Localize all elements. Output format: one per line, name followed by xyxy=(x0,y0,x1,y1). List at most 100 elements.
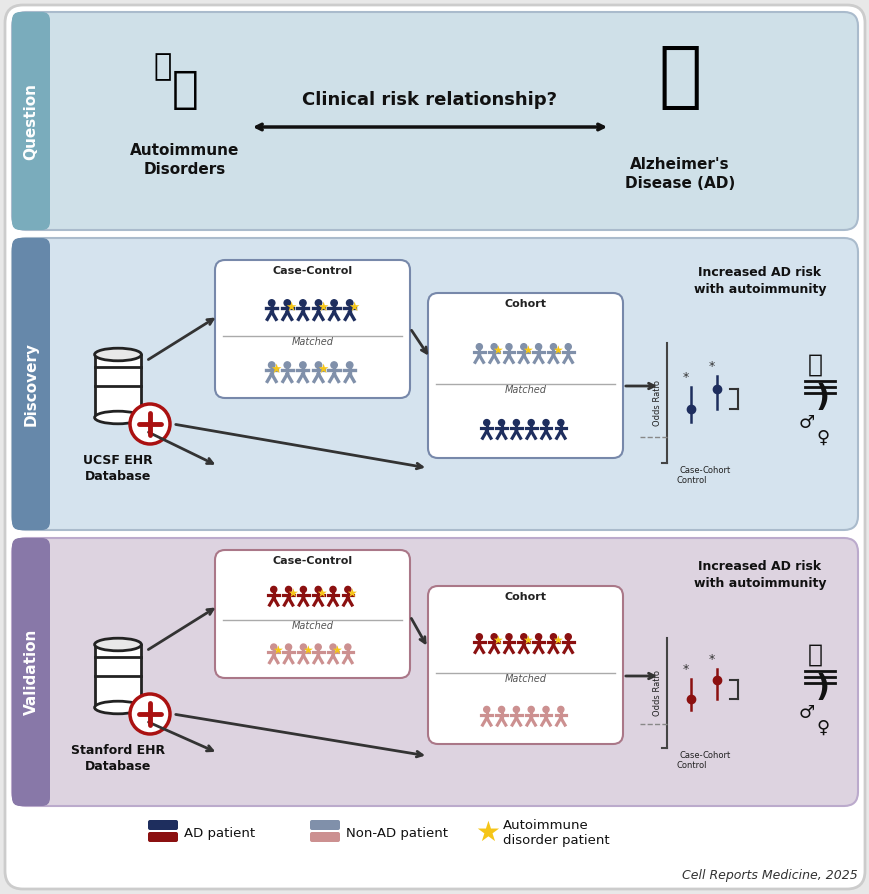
Ellipse shape xyxy=(95,701,142,713)
Text: ★: ★ xyxy=(272,645,282,657)
Text: ★: ★ xyxy=(492,344,502,357)
Text: 🧠: 🧠 xyxy=(658,43,701,112)
Text: 〜: 〜 xyxy=(806,353,821,377)
Circle shape xyxy=(557,419,563,426)
Text: Matched: Matched xyxy=(291,337,333,347)
FancyBboxPatch shape xyxy=(148,820,178,830)
Text: *: * xyxy=(707,653,714,665)
Text: ★: ★ xyxy=(316,586,327,600)
Text: ★: ★ xyxy=(285,300,296,314)
Text: ★: ★ xyxy=(521,634,533,647)
Circle shape xyxy=(346,299,353,306)
Circle shape xyxy=(129,694,169,734)
FancyBboxPatch shape xyxy=(428,586,622,744)
Text: *: * xyxy=(682,371,688,384)
FancyBboxPatch shape xyxy=(12,12,50,230)
Circle shape xyxy=(506,634,512,640)
Text: ★: ★ xyxy=(269,363,281,375)
Text: Autoimmune
Disorders: Autoimmune Disorders xyxy=(130,143,240,177)
Circle shape xyxy=(270,586,276,593)
Ellipse shape xyxy=(95,638,142,651)
Text: Matched: Matched xyxy=(504,674,546,684)
Text: Odds Ratio: Odds Ratio xyxy=(653,670,661,716)
Text: Cell Reports Medicine, 2025: Cell Reports Medicine, 2025 xyxy=(681,869,857,882)
Circle shape xyxy=(315,362,322,368)
Circle shape xyxy=(498,706,504,713)
Text: ★: ★ xyxy=(551,344,562,357)
FancyBboxPatch shape xyxy=(12,538,50,806)
Text: AD patient: AD patient xyxy=(183,826,255,839)
Text: Matched: Matched xyxy=(504,384,546,395)
Circle shape xyxy=(285,644,291,650)
FancyBboxPatch shape xyxy=(95,645,142,707)
Circle shape xyxy=(315,644,321,650)
Circle shape xyxy=(329,586,335,593)
Text: ★: ★ xyxy=(302,645,312,657)
Text: Increased AD risk
with autoimmunity: Increased AD risk with autoimmunity xyxy=(693,560,826,590)
Text: Clinical risk relationship?: Clinical risk relationship? xyxy=(302,91,557,109)
Text: Alzheimer's
Disease (AD): Alzheimer's Disease (AD) xyxy=(624,157,734,190)
Circle shape xyxy=(300,644,306,650)
FancyBboxPatch shape xyxy=(12,238,50,530)
Text: Non-AD patient: Non-AD patient xyxy=(346,826,448,839)
FancyBboxPatch shape xyxy=(215,260,409,398)
Circle shape xyxy=(299,362,306,368)
FancyBboxPatch shape xyxy=(148,832,178,842)
Circle shape xyxy=(329,644,335,650)
FancyBboxPatch shape xyxy=(95,355,142,417)
Circle shape xyxy=(527,706,534,713)
Circle shape xyxy=(285,586,291,593)
Text: Stanford EHR
Database: Stanford EHR Database xyxy=(71,744,165,773)
Text: 🦠: 🦠 xyxy=(154,53,172,81)
Circle shape xyxy=(550,634,556,640)
Circle shape xyxy=(542,706,548,713)
Text: ★: ★ xyxy=(492,634,502,647)
Text: ★: ★ xyxy=(331,645,342,657)
Circle shape xyxy=(330,299,337,306)
Circle shape xyxy=(535,343,541,350)
FancyBboxPatch shape xyxy=(309,820,340,830)
Circle shape xyxy=(490,634,496,640)
Text: ★: ★ xyxy=(287,586,297,600)
Text: Cohort: Cohort xyxy=(702,466,730,475)
FancyBboxPatch shape xyxy=(12,538,857,806)
Text: 〜: 〜 xyxy=(806,643,821,667)
Text: Question: Question xyxy=(23,82,38,159)
FancyBboxPatch shape xyxy=(5,5,864,889)
Circle shape xyxy=(269,362,275,368)
FancyBboxPatch shape xyxy=(309,832,340,842)
Circle shape xyxy=(535,634,541,640)
Text: Case-
Control: Case- Control xyxy=(675,466,706,485)
Circle shape xyxy=(521,634,527,640)
Text: ): ) xyxy=(815,673,829,703)
Circle shape xyxy=(270,644,276,650)
Text: Increased AD risk
with autoimmunity: Increased AD risk with autoimmunity xyxy=(693,266,826,296)
Text: Cohort: Cohort xyxy=(504,299,546,309)
Circle shape xyxy=(475,634,481,640)
Circle shape xyxy=(483,706,489,713)
Circle shape xyxy=(475,343,481,350)
Text: ★: ★ xyxy=(551,634,562,647)
Text: ★: ★ xyxy=(348,300,359,314)
Text: *: * xyxy=(682,662,688,676)
Text: Cohort: Cohort xyxy=(504,592,546,602)
Text: Discovery: Discovery xyxy=(23,342,38,426)
Text: Autoimmune
disorder patient: Autoimmune disorder patient xyxy=(502,819,609,847)
Text: ★: ★ xyxy=(316,300,328,314)
Circle shape xyxy=(315,299,322,306)
Text: Case-
Control: Case- Control xyxy=(675,751,706,770)
Text: 🛡️: 🛡️ xyxy=(171,69,198,112)
Circle shape xyxy=(346,362,353,368)
Circle shape xyxy=(344,586,350,593)
Circle shape xyxy=(550,343,556,350)
Circle shape xyxy=(315,586,321,593)
Circle shape xyxy=(299,299,306,306)
Circle shape xyxy=(490,343,496,350)
Text: ♂: ♂ xyxy=(798,414,814,432)
Ellipse shape xyxy=(95,348,142,361)
Circle shape xyxy=(284,299,290,306)
Text: UCSF EHR
Database: UCSF EHR Database xyxy=(83,454,153,483)
Text: ★: ★ xyxy=(521,344,533,357)
Text: ★: ★ xyxy=(475,819,500,847)
Circle shape xyxy=(565,343,571,350)
